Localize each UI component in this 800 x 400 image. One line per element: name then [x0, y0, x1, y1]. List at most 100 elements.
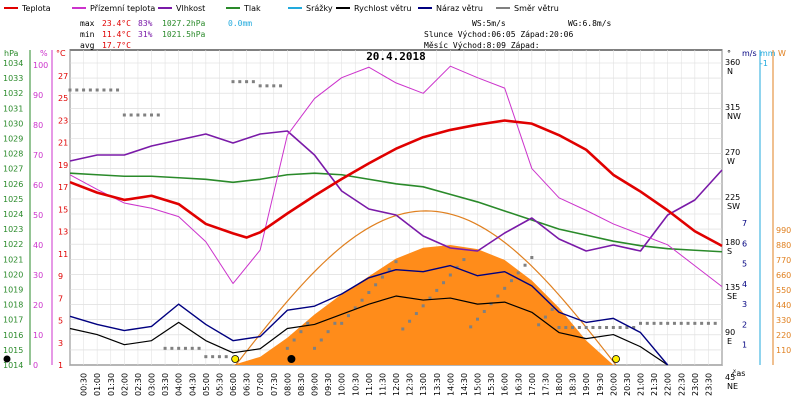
tick-deg: 135: [725, 283, 740, 292]
tick-hpa: 1034: [3, 59, 23, 68]
tick-hpa: 1023: [3, 225, 23, 234]
wind-direction-point: [95, 88, 99, 92]
wind-direction-point: [408, 319, 412, 323]
sunset-marker: [612, 355, 620, 363]
wind-direction-point: [75, 88, 79, 92]
wind-direction-point: [231, 80, 235, 84]
stat-wg: WG:6.8m/s: [568, 19, 612, 28]
tick-deg: 45: [725, 373, 735, 382]
wind-direction-point: [414, 312, 418, 316]
wind-direction-point: [523, 263, 527, 267]
tick-x: 20:00: [609, 373, 618, 396]
tick-cardinal: NW: [727, 112, 741, 121]
wind-direction-point: [122, 113, 126, 117]
tick-pct: 10: [33, 331, 43, 340]
tick-mm: -1: [760, 59, 768, 68]
tick-c: 21: [58, 139, 68, 148]
tick-x: 11:00: [365, 373, 374, 396]
wind-direction-point: [102, 88, 106, 92]
tick-x: 23:00: [691, 373, 700, 396]
tick-ms: 1: [742, 341, 747, 350]
tick-x: 10:30: [351, 373, 360, 396]
wind-direction-point: [700, 321, 704, 325]
wind-direction-series: [68, 80, 717, 359]
tick-ms: 2: [742, 320, 747, 329]
wind-direction-point: [150, 113, 153, 117]
tick-w: 550: [776, 286, 791, 295]
stat-avg-temp: 17.7°C: [102, 41, 131, 50]
wind-direction-point: [292, 338, 296, 342]
tick-c: 3: [58, 339, 63, 348]
tick-x: 22:00: [664, 373, 673, 396]
tick-hpa: 1018: [3, 301, 23, 310]
tick-x: 07:00: [256, 373, 265, 396]
tick-x: 14:00: [446, 373, 455, 396]
wind-direction-point: [183, 346, 187, 350]
tick-deg: 180: [725, 238, 740, 247]
wind-direction-point: [340, 321, 344, 325]
wind-direction-point: [82, 88, 86, 92]
wind-direction-point: [543, 315, 547, 319]
wind-direction-point: [679, 321, 683, 325]
tick-x: 18:30: [569, 373, 578, 396]
wind-speed-line: [69, 295, 669, 366]
wind-direction-point: [693, 321, 697, 325]
tick-c: 13: [58, 228, 68, 237]
tick-hpa: 1019: [3, 286, 23, 295]
stat-min-label: min: [80, 30, 95, 39]
wind-direction-point: [503, 286, 507, 290]
tick-x: 13:30: [433, 373, 442, 396]
tick-pct: 0: [33, 361, 38, 370]
wind-direction-point: [204, 355, 208, 359]
tick-cardinal: E: [727, 337, 732, 346]
wind-direction-point: [455, 265, 459, 269]
stat-ws: WS:5m/s: [472, 19, 506, 28]
wind-direction-point: [469, 325, 473, 329]
wind-direction-point: [109, 88, 113, 92]
axis-label-mm: mm: [760, 49, 776, 58]
tick-deg: 360: [725, 58, 740, 67]
tick-cardinal: SW: [727, 202, 740, 211]
tick-x: 09:30: [324, 373, 333, 396]
wind-direction-point: [333, 321, 337, 325]
wind-direction-point: [306, 321, 310, 325]
tick-hpa: 1030: [3, 119, 23, 128]
wind-direction-point: [285, 346, 289, 350]
tick-cardinal: NE: [727, 382, 738, 391]
tick-x: 03:30: [161, 373, 170, 396]
tick-cardinal: N: [727, 67, 733, 76]
wind-direction-point: [313, 346, 316, 350]
wind-direction-point: [116, 88, 120, 92]
right-axes: ° m/s mm W360N315NW270W225SW180S135SE90E45N…: [725, 49, 791, 391]
tick-x: 12:00: [392, 373, 401, 396]
wind-direction-point: [618, 326, 622, 329]
wind-direction-point: [530, 256, 534, 259]
wind-direction-point: [611, 326, 615, 329]
tick-x: 23:30: [704, 373, 713, 396]
moon-marker-left: [3, 355, 11, 363]
wind-direction-point: [272, 84, 276, 88]
wind-direction-point: [211, 355, 215, 359]
wind-direction-point: [129, 113, 133, 117]
tick-hpa: 1028: [3, 150, 23, 159]
wind-direction-point: [632, 326, 636, 329]
tick-x: 01:00: [93, 373, 102, 396]
tick-x: 02:00: [120, 373, 129, 396]
moonrise-marker: [287, 355, 296, 363]
tick-deg: 315: [725, 103, 740, 112]
wind-direction-point: [686, 321, 690, 325]
tick-x: 20:30: [623, 373, 632, 396]
tick-x: 21:00: [637, 373, 646, 396]
tick-x: 19:30: [596, 373, 605, 396]
tick-x: 03:00: [148, 373, 157, 396]
wind-direction-point: [516, 271, 520, 275]
stat-min-hum: 31%: [138, 30, 153, 39]
tick-pct: 90: [33, 91, 43, 100]
tick-cardinal: S: [727, 247, 732, 256]
tick-hpa: 1026: [3, 180, 23, 189]
wind-direction-point: [435, 288, 439, 292]
wind-direction-point: [197, 346, 201, 350]
tick-hpa: 1027: [3, 165, 23, 174]
wind-direction-point: [217, 355, 221, 359]
